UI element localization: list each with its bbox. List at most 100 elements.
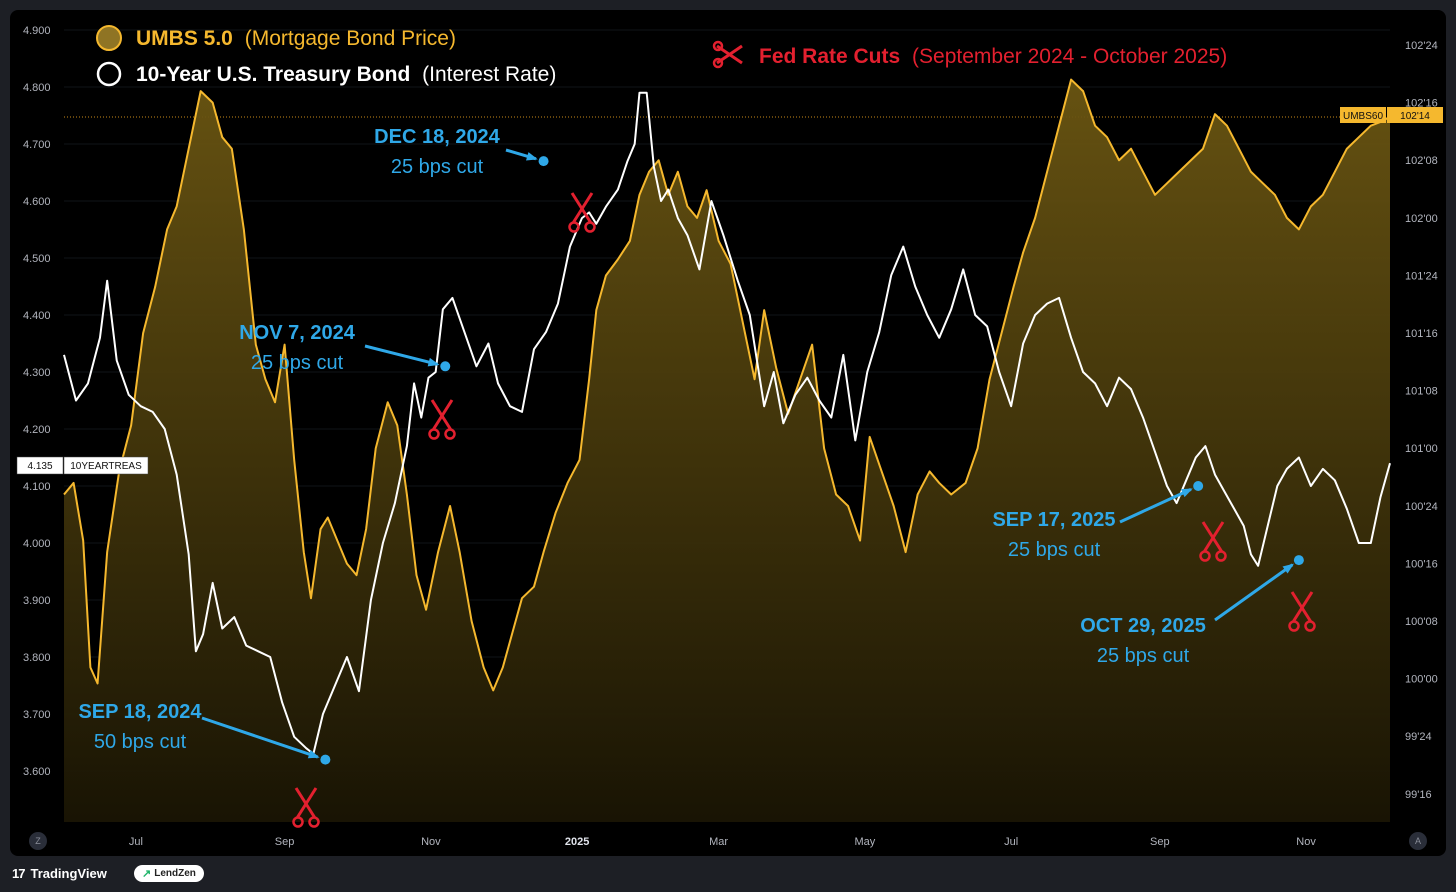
umbs-legend-name: UMBS 5.0: [136, 27, 233, 50]
x-axis-tick: Mar: [709, 836, 728, 848]
scissors-icon: [1288, 591, 1316, 632]
umbs-series-line: [63, 78, 1391, 692]
cut-event: OCT 29, 2025 25 bps cut: [1080, 555, 1316, 667]
cut-marker: [440, 361, 451, 372]
right-axis-tick: 100'08: [1405, 616, 1438, 628]
right-axis-tick: 101'24: [1405, 270, 1438, 282]
scissors-icon: [1199, 521, 1227, 562]
left-axis-tick: 4.700: [23, 139, 51, 151]
x-axis-tick: Jul: [129, 836, 143, 848]
fed-legend-desc: (September 2024 - October 2025): [912, 45, 1227, 68]
left-y-axis[interactable]: 4.900 4.800 4.700 4.600 4.500 4.400 4.300 4.200…: [23, 25, 51, 778]
x-axis-tick: May: [854, 836, 875, 848]
fed-legend: Fed Rate Cuts (September 2024 - October …: [759, 45, 1227, 68]
treasury-yield-symbol: 10YEARTREAS: [70, 461, 142, 472]
fed-legend-name: Fed Rate Cuts: [759, 45, 900, 68]
right-axis-tick: 99'24: [1405, 731, 1432, 743]
left-axis-tick: 4.200: [23, 424, 51, 436]
tradingview-brand[interactable]: 17 TradingView: [12, 866, 107, 881]
cut-arrow-line: [201, 716, 319, 759]
treasury-series-line: [63, 91, 1391, 755]
scissors-icon: [568, 192, 596, 233]
left-axis-tick: 4.900: [23, 25, 51, 37]
cut-size-label: 25 bps cut: [251, 352, 344, 374]
lendzen-logo-icon: ↗: [142, 868, 152, 880]
chart-canvas[interactable]: 4.900 4.800 4.700 4.600 4.500 4.400 4.300 4.200…: [10, 10, 1446, 856]
x-axis-tick: 2025: [565, 836, 589, 848]
treasury-yield-value: 4.135: [27, 461, 52, 472]
series-lines: [63, 78, 1391, 755]
x-axis-tick: Nov: [1296, 836, 1316, 848]
cut-date-label: OCT 29, 2025: [1080, 615, 1206, 637]
cut-date-label: DEC 18, 2024: [374, 126, 501, 148]
right-axis-tick: 102'00: [1405, 213, 1438, 225]
right-axis-tick: 102'08: [1405, 155, 1438, 167]
left-axis-tick: 4.000: [23, 538, 51, 550]
umbs-legend: UMBS 5.0 (Mortgage Bond Price): [136, 27, 456, 50]
umbs-price-value: 102'14: [1400, 111, 1430, 122]
cut-arrow-head: [1180, 488, 1193, 498]
right-axis-tick: 102'24: [1405, 40, 1438, 52]
right-axis-tick: 101'16: [1405, 328, 1438, 340]
umbs-area-fill: [64, 79, 1390, 822]
cut-size-label: 25 bps cut: [1097, 645, 1190, 667]
left-axis-tick: 3.600: [23, 766, 51, 778]
right-axis-tick: 99'16: [1405, 789, 1432, 801]
cut-annotations: SEP 18, 2024 50 bps cut NOV 7, 2024 25 bps …: [78, 126, 1316, 828]
cut-arrow-head: [427, 357, 440, 367]
cut-arrow-line: [364, 344, 438, 366]
tradingview-logo-icon: 17: [12, 866, 26, 881]
cut-arrow-head: [526, 152, 538, 161]
x-axis[interactable]: Jul Sep Nov 2025 Mar May Jul Sep Nov: [129, 836, 1316, 848]
lendzen-badge[interactable]: ↗ LendZen: [134, 865, 204, 882]
cut-arrow-head: [1282, 563, 1294, 574]
left-axis-tick: 4.100: [23, 481, 51, 493]
cut-date-label: SEP 18, 2024: [78, 701, 202, 723]
cut-date-label: NOV 7, 2024: [239, 322, 356, 344]
umbs-legend-desc: (Mortgage Bond Price): [245, 27, 456, 50]
scissors-icon: [428, 399, 456, 440]
x-axis-tick: Sep: [1150, 836, 1170, 848]
right-axis-tick: 100'16: [1405, 558, 1438, 570]
right-axis-tick: 100'00: [1405, 674, 1438, 686]
left-axis-tick: 4.600: [23, 196, 51, 208]
zoom-button[interactable]: Z: [29, 832, 47, 850]
right-axis-tick: 100'24: [1405, 501, 1438, 513]
left-axis-tick: 3.800: [23, 652, 51, 664]
tradingview-label: TradingView: [30, 866, 107, 881]
treasury-legend-desc: (Interest Rate): [422, 63, 556, 86]
chart-panel[interactable]: 4.900 4.800 4.700 4.600 4.500 4.400 4.300 4.200…: [10, 10, 1446, 856]
left-axis-tick: 4.800: [23, 82, 51, 94]
legend: UMBS 5.0 (Mortgage Bond Price) 10-Year U…: [96, 25, 1227, 87]
treasury-legend-swatch: [96, 61, 122, 87]
umbs-price-symbol: UMBS60: [1343, 111, 1383, 122]
lendzen-label: LendZen: [154, 868, 196, 879]
right-axis-tick: 101'08: [1405, 386, 1438, 398]
treasury-legend: 10-Year U.S. Treasury Bond (Interest Rat…: [136, 63, 556, 86]
right-y-axis[interactable]: 102'24 102'16 102'08 102'00 101'24 101'16 101'…: [1405, 40, 1438, 801]
left-axis-tick: 4.300: [23, 367, 51, 379]
treasury-yield-tag[interactable]: 4.135 10YEARTREAS: [16, 456, 149, 475]
cut-marker: [1193, 481, 1204, 491]
x-axis-tick: Nov: [421, 836, 441, 848]
cut-marker: [320, 754, 331, 765]
umbs-legend-swatch: [96, 25, 122, 51]
left-axis-tick: 4.400: [23, 310, 51, 322]
cut-marker: [1293, 555, 1304, 566]
cut-event: DEC 18, 2024 25 bps cut: [374, 126, 596, 233]
cut-event: SEP 17, 2025 25 bps cut: [992, 481, 1227, 562]
x-axis-tick: Sep: [275, 836, 295, 848]
cut-size-label: 25 bps cut: [391, 156, 484, 178]
left-axis-tick: 4.500: [23, 253, 51, 265]
cut-arrow-line: [1214, 563, 1294, 622]
treasury-legend-name: 10-Year U.S. Treasury Bond: [136, 63, 410, 86]
scissors-icon: [712, 40, 743, 69]
umbs-price-tag[interactable]: UMBS60 102'14: [1340, 107, 1443, 123]
cut-event: SEP 18, 2024 50 bps cut: [78, 701, 331, 828]
x-axis-tick: Jul: [1004, 836, 1018, 848]
right-axis-tick: 102'16: [1405, 98, 1438, 110]
auto-scale-button[interactable]: A: [1409, 832, 1427, 850]
cut-event: NOV 7, 2024 25 bps cut: [239, 322, 456, 440]
umbs-area: [64, 79, 1390, 822]
left-axis-tick: 3.700: [23, 709, 51, 721]
